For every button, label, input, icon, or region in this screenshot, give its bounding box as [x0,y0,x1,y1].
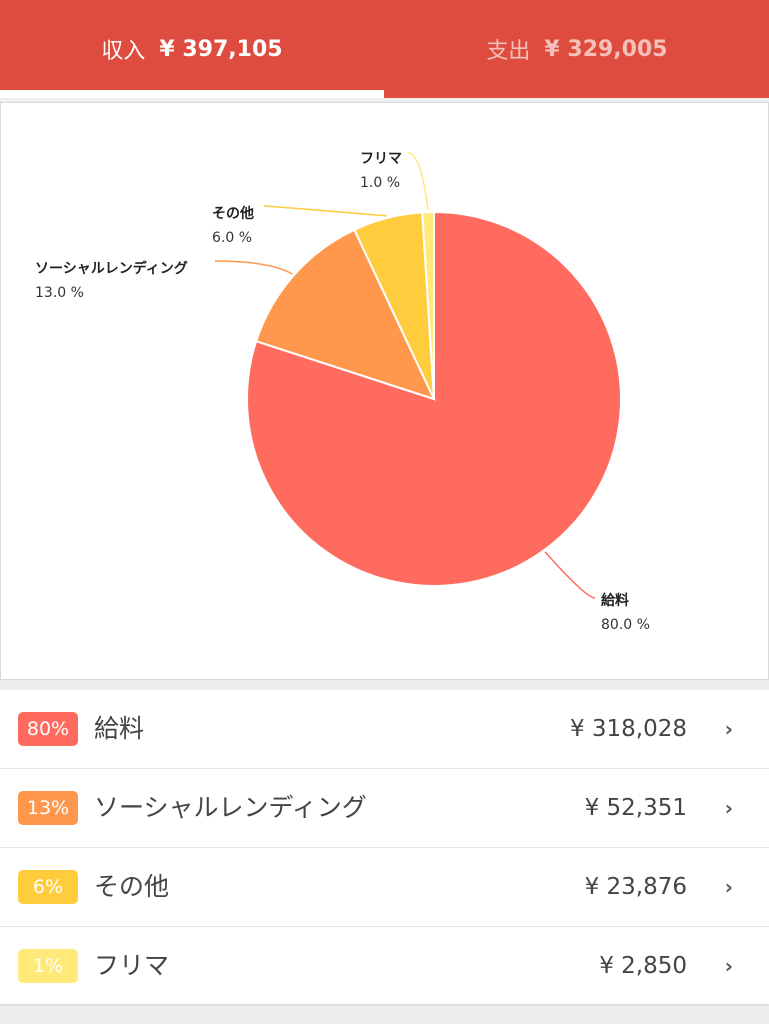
percent-badge: 80% [18,712,78,746]
tab-expense-amount: ¥ 329,005 [544,36,668,62]
category-amount: ¥ 52,351 [584,795,687,821]
category-amount: ¥ 2,850 [599,953,687,979]
pie-chart: 給料 80.0 % ソーシャルレンディング 13.0 % その他 6.0 % フリマ 1.0 … [35,151,650,633]
category-name: 給料 [94,714,145,743]
chevron-right-icon: › [724,796,733,820]
list-item-flea-market[interactable]: 1% フリマ ¥ 2,850 › [0,927,769,1005]
leader-line [263,205,388,217]
slice-percent: 80.0 % [601,617,650,633]
percent-badge: 1% [18,949,78,983]
tab-income[interactable]: 収入 ¥ 397,105 [0,0,384,98]
slice-percent: 13.0 % [35,285,84,301]
tab-expense[interactable]: 支出 ¥ 329,005 [385,0,769,98]
percent-badge: 6% [18,870,78,904]
list-item-salary[interactable]: 80% 給料 ¥ 318,028 › [0,690,769,769]
slice-label: ソーシャルレンディング [35,260,188,277]
slice-label: フリマ [360,151,402,167]
header-tabs: 収入 ¥ 397,105 支出 ¥ 329,005 [0,0,769,98]
chevron-right-icon: › [724,717,733,741]
category-amount: ¥ 23,876 [584,874,687,900]
pie-chart-card: 給料 80.0 % ソーシャルレンディング 13.0 % その他 6.0 % フリマ 1.0 … [0,102,769,680]
slice-percent: 6.0 % [212,230,252,246]
leader-line [214,260,293,275]
percent-badge: 13% [18,791,78,825]
chevron-right-icon: › [724,875,733,899]
category-name: その他 [94,872,170,901]
slice-label: その他 [212,205,254,222]
leader-line [544,551,596,599]
slice-percent: 1.0 % [360,175,400,191]
category-amount: ¥ 318,028 [569,716,687,742]
tab-expense-label: 支出 [486,39,531,64]
tab-income-label: 収入 [101,39,146,64]
tab-income-amount: ¥ 397,105 [159,36,283,62]
pie-slice [421,210,435,400]
selected-tab-indicator [0,90,384,98]
list-item-other[interactable]: 6% その他 ¥ 23,876 › [0,848,769,927]
list-item-social-lending[interactable]: 13% ソーシャルレンディング ¥ 52,351 › [0,769,769,848]
leader-line [407,152,429,211]
category-name: フリマ [94,951,170,980]
chevron-right-icon: › [724,954,733,978]
category-name: ソーシャルレンディング [94,793,367,822]
slice-label: 給料 [601,592,629,609]
category-list: 80% 給料 ¥ 318,028 › 13% ソーシャルレンディング ¥ 52,… [0,690,769,1004]
pie-slice [254,228,436,401]
